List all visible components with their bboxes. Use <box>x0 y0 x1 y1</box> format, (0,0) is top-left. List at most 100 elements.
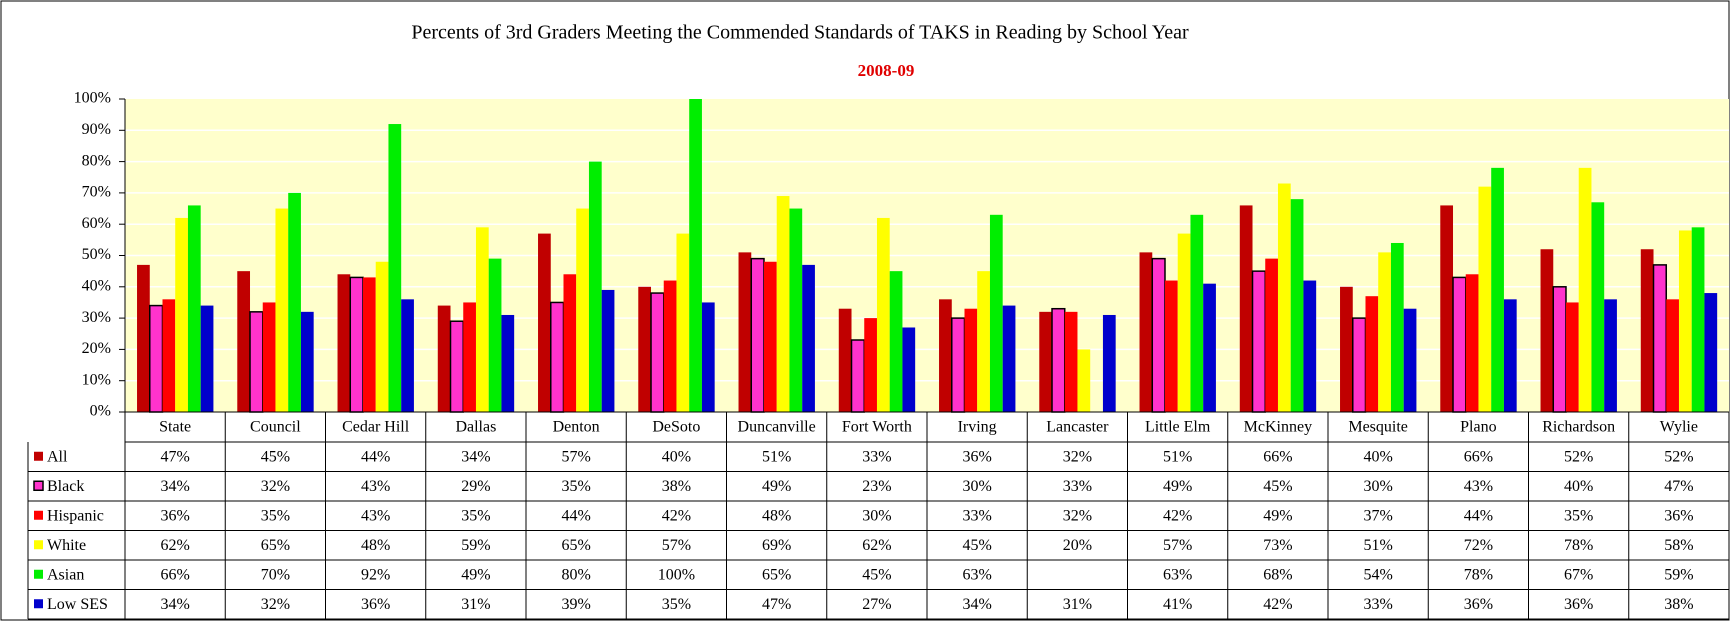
value-label: 51% <box>1163 448 1192 465</box>
value-label: 31% <box>461 596 490 613</box>
value-label: 36% <box>1464 596 1493 613</box>
value-label: 45% <box>1263 478 1292 495</box>
bar <box>137 264 150 412</box>
bar <box>401 299 414 412</box>
bar <box>337 274 351 412</box>
value-label: 52% <box>1564 448 1593 465</box>
value-label: 73% <box>1263 537 1292 554</box>
x-tick-label: Denton <box>553 419 600 436</box>
value-label: 36% <box>962 448 991 465</box>
bar <box>375 261 389 412</box>
bar <box>1691 227 1705 412</box>
bar <box>738 252 752 412</box>
bar <box>349 276 364 413</box>
bar <box>1378 252 1391 412</box>
bar <box>1478 186 1492 412</box>
bar <box>1365 296 1379 412</box>
bar <box>650 292 665 413</box>
x-tick-label: Dallas <box>455 419 496 436</box>
value-label: 30% <box>962 478 991 495</box>
bar <box>1077 349 1091 412</box>
x-tick-label: Wylie <box>1660 419 1698 436</box>
value-label: 65% <box>762 566 791 583</box>
x-tick-label: Council <box>250 419 301 436</box>
bar <box>1251 270 1266 413</box>
value-label: 52% <box>1664 448 1693 465</box>
legend-label: White <box>47 537 86 554</box>
x-tick-label: DeSoto <box>652 419 700 436</box>
bar <box>964 308 978 412</box>
value-label: 68% <box>1263 566 1292 583</box>
value-label: 67% <box>1564 566 1593 583</box>
chart-subtitle: 2008-09 <box>858 61 915 80</box>
value-label: 34% <box>160 478 189 495</box>
bar <box>463 302 476 412</box>
value-label: 32% <box>1063 448 1092 465</box>
legend-label: All <box>47 448 68 465</box>
value-label: 42% <box>1263 596 1292 613</box>
bar <box>1440 205 1454 412</box>
value-label: 48% <box>762 507 791 524</box>
bar <box>1352 317 1367 413</box>
bar <box>1403 308 1417 412</box>
bar <box>638 286 652 412</box>
value-label: 34% <box>461 448 490 465</box>
value-label: 42% <box>662 507 691 524</box>
value-label: 44% <box>1464 507 1493 524</box>
value-label: 54% <box>1363 566 1392 583</box>
value-label: 44% <box>361 448 390 465</box>
bar <box>1465 274 1479 412</box>
legend-swatch <box>34 451 43 461</box>
bar <box>701 302 715 412</box>
bar <box>776 196 790 412</box>
legend-label: Hispanic <box>47 507 104 524</box>
value-label: 37% <box>1363 507 1392 524</box>
value-label: 41% <box>1163 596 1192 613</box>
bar <box>488 258 502 412</box>
value-label: 45% <box>862 566 891 583</box>
value-label: 65% <box>261 537 290 554</box>
bar <box>275 208 289 412</box>
bar <box>501 314 515 412</box>
value-label: 32% <box>261 478 290 495</box>
x-tick-label: Plano <box>1460 419 1496 436</box>
bar <box>1151 257 1166 413</box>
bar <box>939 299 952 412</box>
value-label: 63% <box>1163 566 1192 583</box>
value-label: 59% <box>1664 566 1693 583</box>
bar <box>864 318 877 412</box>
bar <box>750 257 765 413</box>
x-tick-label: Lancaster <box>1046 419 1109 436</box>
y-tick-label: 10% <box>82 371 111 388</box>
value-label: 57% <box>662 537 691 554</box>
bar <box>1578 167 1592 412</box>
x-tick-label: Richardson <box>1542 419 1615 436</box>
bar <box>538 233 551 412</box>
legend-swatch <box>34 510 43 520</box>
value-label: 32% <box>261 596 290 613</box>
value-label: 43% <box>1464 478 1493 495</box>
y-tick-label: 70% <box>82 184 111 201</box>
legend-swatch <box>34 599 43 609</box>
value-label: 100% <box>658 566 695 583</box>
bar <box>237 271 251 412</box>
x-tick-label: McKinney <box>1244 419 1312 436</box>
bar <box>362 277 376 412</box>
value-label: 30% <box>1363 478 1392 495</box>
value-label: 33% <box>1063 478 1092 495</box>
bar <box>989 214 1003 412</box>
bar <box>1039 311 1053 412</box>
value-label: 45% <box>962 537 991 554</box>
bar <box>889 271 903 412</box>
value-label: 34% <box>962 596 991 613</box>
bar <box>689 99 702 412</box>
x-tick-label: State <box>159 419 191 436</box>
bar <box>249 311 264 413</box>
bar <box>262 302 276 412</box>
y-tick-label: 30% <box>82 309 111 326</box>
bar <box>676 233 690 412</box>
bar <box>1277 183 1291 412</box>
bar <box>1390 242 1404 412</box>
x-tick-label: Cedar Hill <box>342 419 410 436</box>
